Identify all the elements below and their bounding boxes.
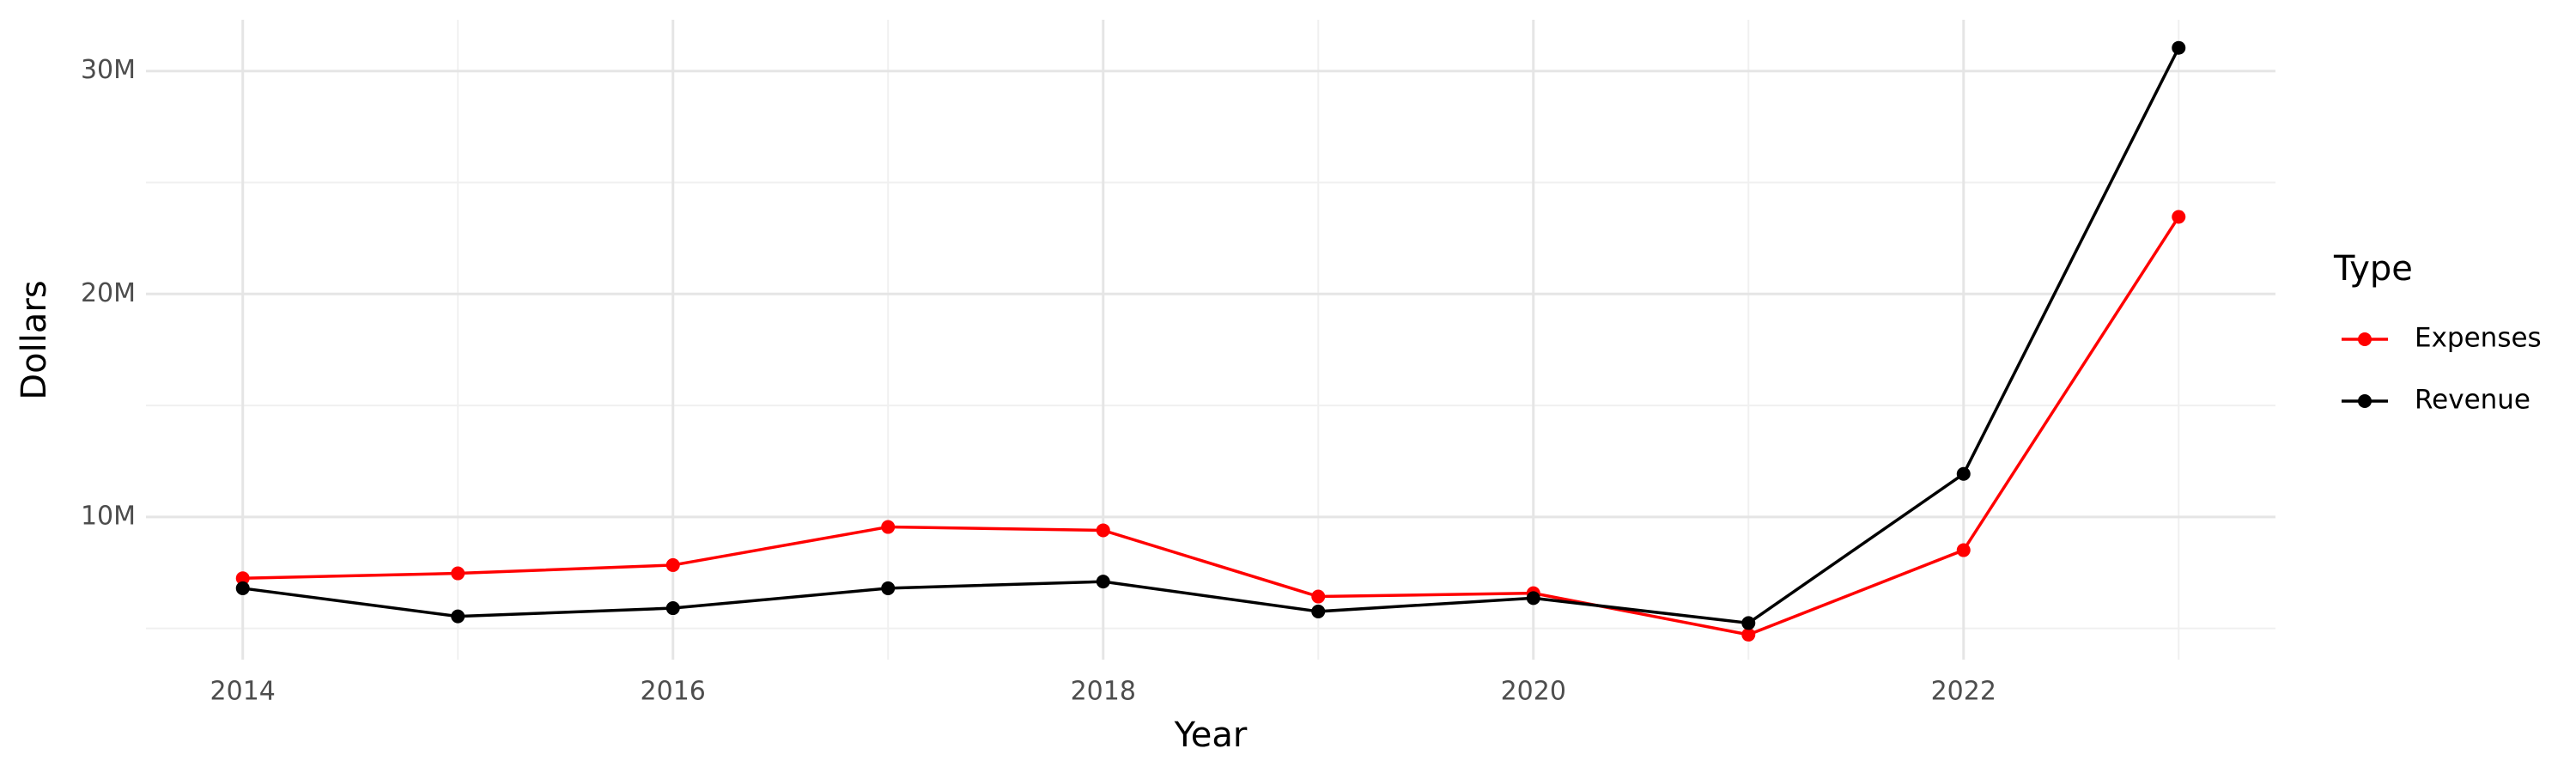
- point: [451, 566, 465, 581]
- point: [2172, 210, 2186, 224]
- point: [235, 581, 250, 595]
- y-tick-label: 20M: [81, 278, 136, 308]
- x-tick-label: 2018: [1071, 677, 1136, 707]
- point: [1311, 589, 1326, 604]
- point: [1956, 543, 1971, 557]
- y-axis-title: Dollars: [15, 280, 54, 399]
- legend-label: Expenses: [2415, 323, 2542, 354]
- point: [1741, 627, 1756, 642]
- x-axis-title: Year: [1174, 715, 1248, 755]
- point: [451, 609, 465, 624]
- point: [665, 557, 680, 572]
- x-tick-label: 2014: [210, 677, 276, 707]
- point: [1311, 604, 1326, 618]
- legend-point: [2358, 332, 2372, 346]
- point: [881, 520, 896, 534]
- y-tick-label: 10M: [81, 501, 136, 531]
- y-tick-label: 30M: [81, 55, 136, 85]
- point: [1096, 575, 1110, 589]
- legend-point: [2358, 394, 2372, 408]
- point: [1956, 466, 1971, 481]
- x-tick-label: 2016: [641, 677, 706, 707]
- point: [1096, 523, 1110, 538]
- point: [2172, 40, 2186, 55]
- x-tick-label: 2022: [1931, 677, 1996, 707]
- point: [1526, 591, 1540, 606]
- point: [665, 601, 680, 616]
- point: [235, 571, 250, 586]
- series-line: [242, 46, 2180, 625]
- legend-label: Revenue: [2415, 385, 2530, 416]
- legend-title: Type: [2333, 249, 2413, 289]
- series-line: [242, 216, 2180, 636]
- x-tick-label: 2020: [1501, 677, 1566, 707]
- point: [1741, 616, 1756, 630]
- point: [881, 581, 896, 595]
